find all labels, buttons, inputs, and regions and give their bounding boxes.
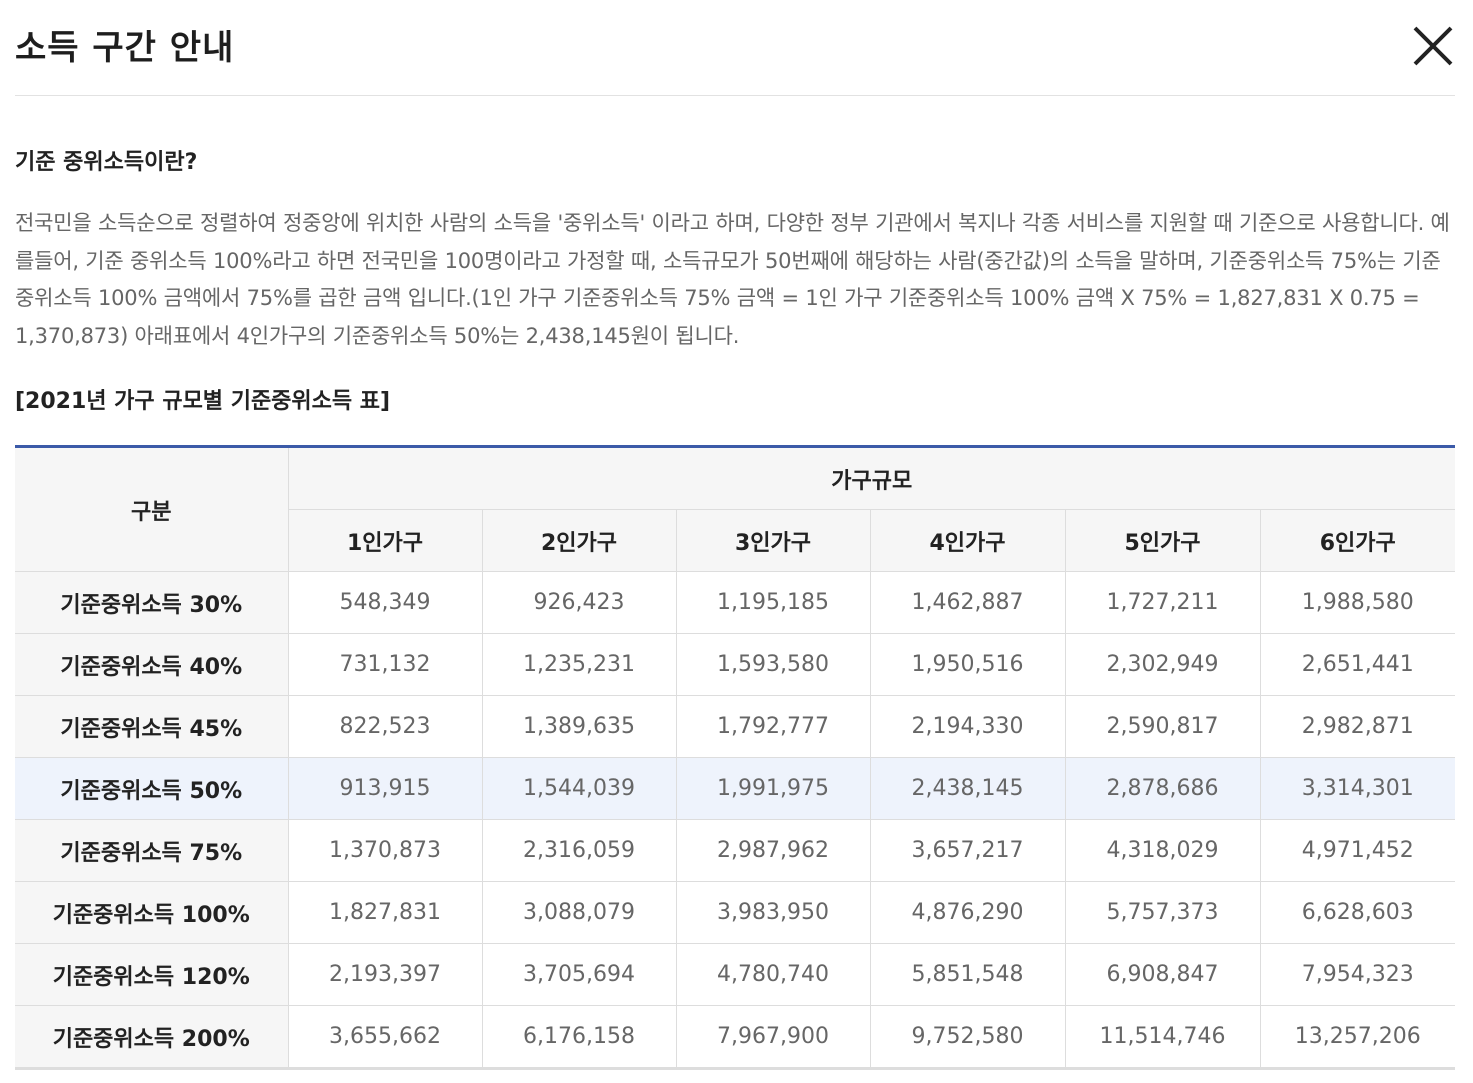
table-cell: 4,780,740 bbox=[675, 943, 871, 1006]
row-label: 기준중위소득 40% bbox=[15, 633, 289, 696]
table-cell: 1,727,211 bbox=[1064, 571, 1261, 634]
table-cell: 6,908,847 bbox=[1064, 943, 1261, 1006]
table-cell: 1,792,777 bbox=[675, 695, 871, 758]
table-cell: 1,950,516 bbox=[869, 633, 1066, 696]
table-cell: 822,523 bbox=[287, 695, 483, 758]
table-cell: 7,967,900 bbox=[675, 1005, 871, 1069]
table-cell: 1,462,887 bbox=[869, 571, 1066, 634]
table-cell: 3,088,079 bbox=[481, 881, 677, 944]
table-row: 기준중위소득 45% 822,523 1,389,635 1,792,777 2,194… bbox=[15, 695, 1455, 758]
table-cell: 2,438,145 bbox=[869, 757, 1066, 820]
table-cell: 9,752,580 bbox=[869, 1005, 1066, 1069]
table-cell: 11,514,746 bbox=[1064, 1005, 1261, 1069]
table-cell: 1,235,231 bbox=[481, 633, 677, 696]
table-cell: 3,314,301 bbox=[1259, 757, 1455, 820]
table-cell: 1,827,831 bbox=[287, 881, 483, 944]
row-label: 기준중위소득 45% bbox=[15, 695, 289, 758]
row-label: 기준중위소득 100% bbox=[15, 881, 289, 944]
table-cell: 1,544,039 bbox=[481, 757, 677, 820]
table-cell: 2,987,962 bbox=[675, 819, 871, 882]
table-cell: 2,302,949 bbox=[1064, 633, 1261, 696]
column-header: 5인가구 bbox=[1064, 509, 1261, 572]
table-cell: 731,132 bbox=[287, 633, 483, 696]
section-description: 전국민을 소득순으로 정렬하여 정중앙에 위치한 사람의 소득을 '중위소득' … bbox=[15, 211, 1450, 348]
column-header-row: 1인가구 2인가구 3인가구 4인가구 5인가구 6인가구 bbox=[15, 509, 1455, 572]
modal-header: 소득 구간 안내 bbox=[15, 0, 1455, 96]
table-cell: 4,971,452 bbox=[1259, 819, 1455, 882]
row-label: 기준중위소득 30% bbox=[15, 571, 289, 634]
table-cell: 7,954,323 bbox=[1259, 943, 1455, 1006]
table-row: 기준중위소득 100% 1,827,831 3,088,079 3,983,950 4,… bbox=[15, 881, 1455, 944]
row-label: 기준중위소득 75% bbox=[15, 819, 289, 882]
modal-title: 소득 구간 안내 bbox=[15, 28, 235, 68]
table-row: 기준중위소득 40% 731,132 1,235,231 1,593,580 1,950… bbox=[15, 633, 1455, 696]
table-caption: [2021년 가구 규모별 기준중위소득 표] bbox=[15, 389, 391, 414]
row-label: 기준중위소득 120% bbox=[15, 943, 289, 1006]
table-cell: 2,590,817 bbox=[1064, 695, 1261, 758]
table-row: 기준중위소득 200% 3,655,662 6,176,158 7,967,900 9,… bbox=[15, 1005, 1455, 1069]
group-header: 가구규모 bbox=[287, 446, 1455, 510]
column-header: 2인가구 bbox=[481, 509, 677, 572]
column-header: 3인가구 bbox=[675, 509, 871, 572]
table-cell: 3,705,694 bbox=[481, 943, 677, 1006]
table-cell: 2,193,397 bbox=[287, 943, 483, 1006]
table-cell: 1,991,975 bbox=[675, 757, 871, 820]
table-cell: 1,195,185 bbox=[675, 571, 871, 634]
table-cell: 1,988,580 bbox=[1259, 571, 1455, 634]
table-cell: 2,316,059 bbox=[481, 819, 677, 882]
row-label: 기준중위소득 200% bbox=[15, 1005, 289, 1069]
column-header: 1인가구 bbox=[288, 509, 483, 572]
table-cell: 5,851,548 bbox=[869, 943, 1066, 1006]
close-icon[interactable] bbox=[1411, 24, 1455, 68]
row-label: 기준중위소득 50% bbox=[15, 757, 289, 820]
table-row: 기준중위소득 50% 913,915 1,544,039 1,991,975 2,438… bbox=[15, 757, 1455, 820]
table-cell: 6,176,158 bbox=[481, 1005, 677, 1069]
table-cell: 2,982,871 bbox=[1259, 695, 1455, 758]
table-cell: 6,628,603 bbox=[1259, 881, 1455, 944]
table-row: 기준중위소득 30% 548,349 926,423 1,195,185 1,462,8… bbox=[15, 571, 1455, 634]
table-cell: 548,349 bbox=[287, 571, 483, 634]
table-cell: 4,876,290 bbox=[869, 881, 1066, 944]
table-body: 기준중위소득 30% 548,349 926,423 1,195,185 1,462,8… bbox=[15, 571, 1455, 1069]
table-cell: 926,423 bbox=[481, 571, 677, 634]
section-heading: 기준 중위소득이란? bbox=[15, 150, 198, 175]
table-cell: 1,389,635 bbox=[481, 695, 677, 758]
table-cell: 913,915 bbox=[287, 757, 483, 820]
table-cell: 1,370,873 bbox=[287, 819, 483, 882]
table-cell: 2,651,441 bbox=[1259, 633, 1455, 696]
table-cell: 1,593,580 bbox=[675, 633, 871, 696]
table-cell: 5,757,373 bbox=[1064, 881, 1261, 944]
table-row: 기준중위소득 75% 1,370,873 2,316,059 2,987,962 3,6… bbox=[15, 819, 1455, 882]
table-cell: 3,655,662 bbox=[287, 1005, 483, 1069]
table-cell: 2,194,330 bbox=[869, 695, 1066, 758]
table-row: 기준중위소득 120% 2,193,397 3,705,694 4,780,740 5,… bbox=[15, 943, 1455, 1006]
table-cell: 3,983,950 bbox=[675, 881, 871, 944]
table-cell: 13,257,206 bbox=[1259, 1005, 1455, 1069]
column-header: 6인가구 bbox=[1259, 509, 1455, 572]
table-cell: 3,657,217 bbox=[869, 819, 1066, 882]
table-cell: 2,878,686 bbox=[1064, 757, 1261, 820]
table-cell: 4,318,029 bbox=[1064, 819, 1261, 882]
corner-header: 구분 bbox=[15, 446, 289, 572]
column-header: 4인가구 bbox=[869, 509, 1066, 572]
income-table: 구분 가구규모 1인가구 2인가구 3인가구 4인가구 5인가구 6인가구 기준중위소득 … bbox=[15, 445, 1455, 1070]
